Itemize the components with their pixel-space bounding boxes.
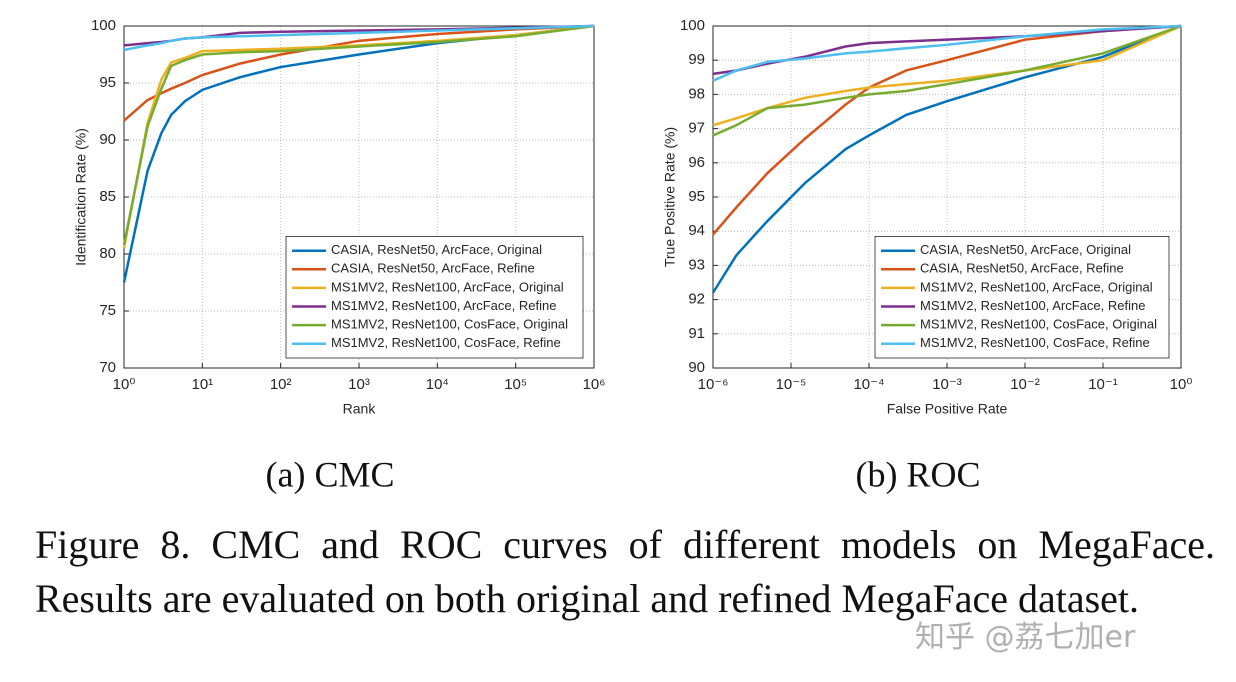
line xyxy=(122,24,595,246)
legend-label: CASIA, ResNet50, ArcFace, Refine xyxy=(331,261,535,276)
y-tick-label: 92 xyxy=(688,291,705,308)
y-tick-label: 99 xyxy=(688,51,705,68)
y-tick-label: 97 xyxy=(688,120,705,137)
x-tick-label: 10⁵ xyxy=(504,376,527,393)
x-tick-label: 10⁻² xyxy=(1010,376,1040,393)
y-axis-label: Identification Rate (%) xyxy=(73,128,89,266)
x-tick-label: 10⁰ xyxy=(113,376,136,393)
legend-label: MS1MV2, ResNet100, ArcFace, Original xyxy=(331,279,564,294)
subcaption: (a) CMC xyxy=(266,454,395,494)
axes-frame xyxy=(123,25,595,369)
legend-label: MS1MV2, ResNet100, CosFace, Original xyxy=(331,317,568,332)
legend-label: CASIA, ResNet50, ArcFace, Original xyxy=(331,242,542,257)
legend-label: MS1MV2, ResNet100, ArcFace, Refine xyxy=(920,298,1145,313)
y-tick-label: 96 xyxy=(688,154,705,171)
line xyxy=(711,24,1182,294)
axes-frame xyxy=(712,25,1182,369)
y-tick-label: 98 xyxy=(688,85,705,102)
legend-label: MS1MV2, ResNet100, CosFace, Refine xyxy=(331,335,561,350)
x-tick-label: 10³ xyxy=(348,376,370,393)
x-tick-label: 10⁴ xyxy=(426,376,449,393)
legend-label: MS1MV2, ResNet100, CosFace, Original xyxy=(920,317,1157,332)
x-tick-label: 10⁻⁵ xyxy=(776,376,807,393)
line xyxy=(712,24,1182,127)
x-axis-label: Rank xyxy=(343,401,377,417)
y-tick-label: 70 xyxy=(99,359,116,376)
x-tick-label: 10⁻⁴ xyxy=(853,376,884,393)
figure-caption: Figure 8. CMC and ROC curves of differen… xyxy=(35,522,1215,621)
legend-label: CASIA, ResNet50, ArcFace, Original xyxy=(920,242,1131,257)
legend-label: MS1MV2, ResNet100, CosFace, Refine xyxy=(920,335,1150,350)
x-tick-label: 10⁶ xyxy=(583,376,606,393)
x-tick-label: 10⁰ xyxy=(1170,376,1193,393)
y-tick-label: 94 xyxy=(688,222,705,239)
figure: 10⁰ 10¹ 10² 10³ 10⁴ 10⁵ 10⁶ 70 75 80 85 90 95 100 Rank… xyxy=(73,17,1193,494)
y-tick-label: 75 xyxy=(99,302,116,319)
x-tick-label: 10⁻⁶ xyxy=(698,376,729,393)
y-tick-label: 80 xyxy=(99,245,116,262)
legend-box xyxy=(874,235,1170,359)
y-tick-label: 100 xyxy=(680,17,705,34)
y-tick-label: 95 xyxy=(99,74,116,91)
legend-label: MS1MV2, ResNet100, ArcFace, Original xyxy=(920,279,1153,294)
watermark: 知乎 @荔七加er xyxy=(915,620,1136,655)
x-tick-label: 10² xyxy=(270,376,292,393)
line xyxy=(712,24,1182,137)
y-tick-label: 93 xyxy=(688,256,705,273)
y-tick-label: 100 xyxy=(91,17,116,34)
y-tick-label: 95 xyxy=(688,188,705,205)
x-tick-label: 10¹ xyxy=(191,376,213,393)
y-tick-label: 90 xyxy=(688,359,705,376)
y-axis-label: True Positive Rate (%) xyxy=(662,127,678,267)
legend-label: CASIA, ResNet50, ArcFace, Refine xyxy=(920,261,1124,276)
legend-label: MS1MV2, ResNet100, ArcFace, Refine xyxy=(331,298,556,313)
x-axis-label: False Positive Rate xyxy=(887,401,1008,417)
y-tick-label: 85 xyxy=(99,188,116,205)
x-tick-label: 10⁻³ xyxy=(932,376,962,393)
legend-box xyxy=(285,235,584,359)
y-tick-label: 90 xyxy=(99,131,116,148)
line xyxy=(123,24,595,52)
line xyxy=(712,24,1182,82)
y-tick-label: 91 xyxy=(688,325,705,342)
x-tick-label: 10⁻¹ xyxy=(1088,376,1118,393)
subcaption: (b) ROC xyxy=(856,454,981,494)
